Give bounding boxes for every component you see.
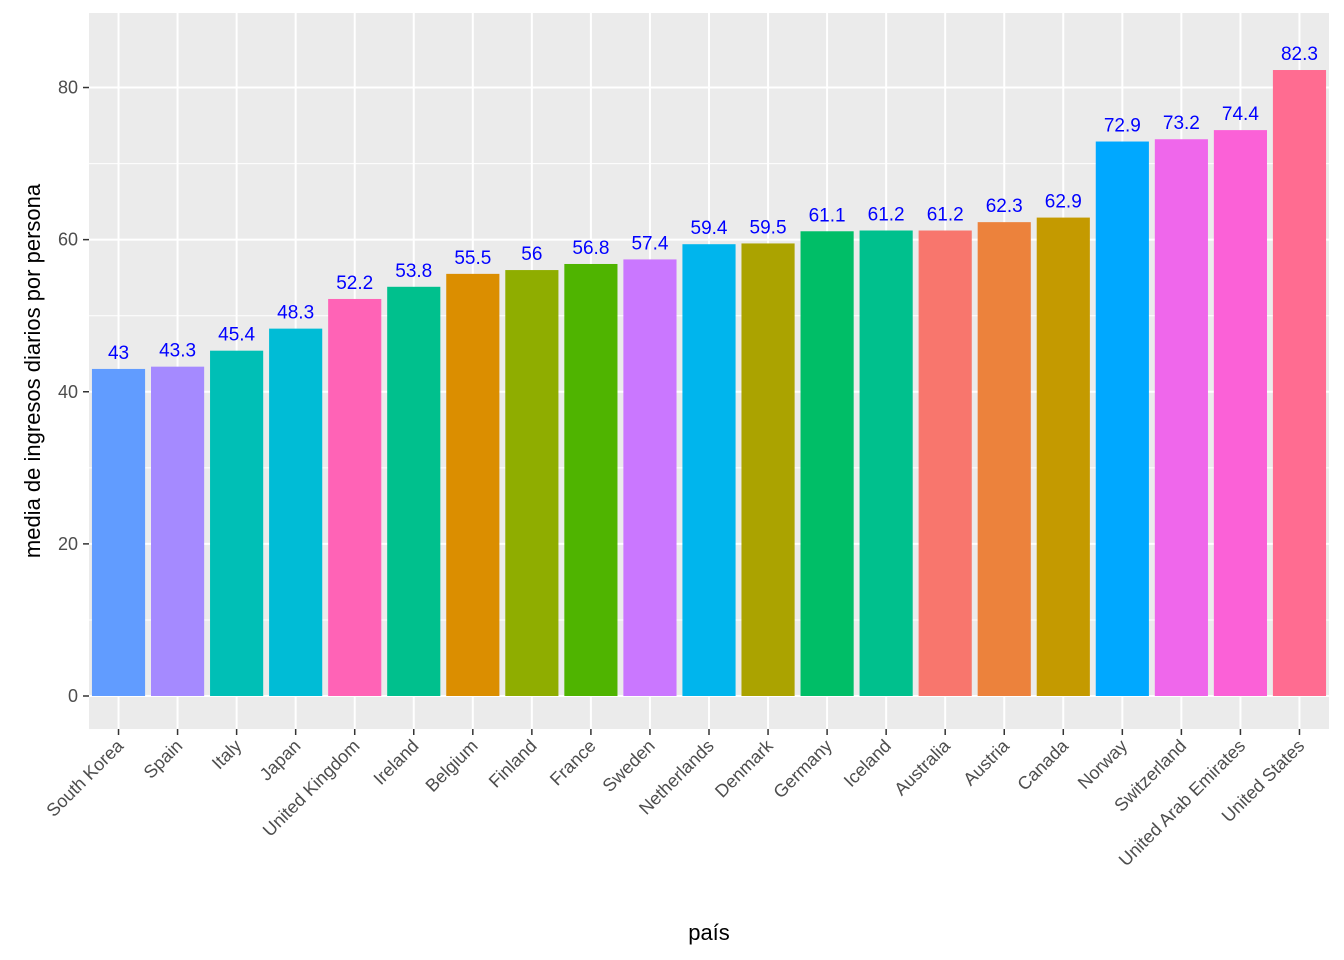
data-label: 55.5 [454,248,491,269]
data-labels: 43 43.3 45.4 48.3 52.2 53.8 55.5 56 56.8 57.4 59.4… [108,44,1318,364]
x-tick-label: France [546,736,600,790]
data-label: 61.2 [868,205,905,226]
bar-netherlands [682,244,736,696]
bar-spain [151,366,205,696]
data-label: 61.1 [809,205,846,226]
x-tick-label: Canada [1013,735,1072,794]
y-tick-label: 80 [58,78,78,98]
x-tick-label: Austria [959,735,1013,789]
bar-south-korea [91,368,146,696]
x-tick-label: Sweden [599,736,659,796]
x-tick-label: Australia [890,735,954,799]
x-tick-label: Germany [769,736,835,802]
data-label: 52.2 [336,273,373,294]
bar-sweden [623,259,677,696]
bar-iceland [859,230,913,696]
x-axis-title: país [688,920,730,945]
data-label: 53.8 [395,261,432,282]
y-tick-label: 0 [68,686,78,706]
bar-germany [800,231,854,696]
data-label: 72.9 [1104,116,1141,137]
x-tick-label: Belgium [422,736,482,796]
y-tick-label: 40 [58,382,78,402]
bar-canada [1036,217,1090,697]
data-label: 48.3 [277,303,314,324]
x-tick-label: Ireland [370,736,423,789]
bar-norway [1095,141,1149,697]
data-label: 59.5 [750,217,787,238]
bar-denmark [741,243,795,696]
data-label: 56 [521,244,542,265]
bar-japan [269,328,323,696]
bar-switzerland [1154,139,1208,697]
data-label: 73.2 [1163,113,1200,134]
x-tick-label: Iceland [840,736,895,791]
x-tick-label: Spain [140,736,187,783]
x-tick-label: Norway [1074,736,1131,793]
x-tick-label: Italy [208,736,245,773]
y-tick-label: 60 [58,230,78,250]
bar-ireland [387,286,441,696]
bar-australia [918,230,972,696]
bar-austria [977,222,1031,697]
x-tick-label: Denmark [711,735,777,801]
bar-united-states [1272,70,1327,697]
data-label: 59.4 [691,218,728,239]
data-label: 57.4 [631,233,668,254]
data-label: 62.3 [986,196,1023,217]
bar-united-arab-emirates [1213,130,1267,697]
y-axis-title: media de ingresos diarios por persona [20,183,45,558]
data-label: 61.2 [927,205,964,226]
data-label: 45.4 [218,325,255,346]
y-axis: 0 20 40 60 80 [58,78,89,706]
bar-finland [505,270,559,696]
data-label: 74.4 [1222,104,1259,125]
y-tick-label: 20 [58,534,78,554]
bars [91,70,1327,697]
data-label: 43 [108,343,129,364]
bar-italy [210,350,264,696]
bar-united-kingdom [328,298,382,696]
data-label: 82.3 [1281,44,1318,65]
bar-belgium [446,273,500,696]
data-label: 43.3 [159,341,196,362]
data-label: 62.9 [1045,192,1082,213]
data-label: 56.8 [572,238,609,259]
bar-france [564,263,618,696]
x-tick-label: Finland [485,736,541,792]
x-tick-label: South Korea [42,735,128,821]
x-tick-label: Japan [256,736,305,785]
